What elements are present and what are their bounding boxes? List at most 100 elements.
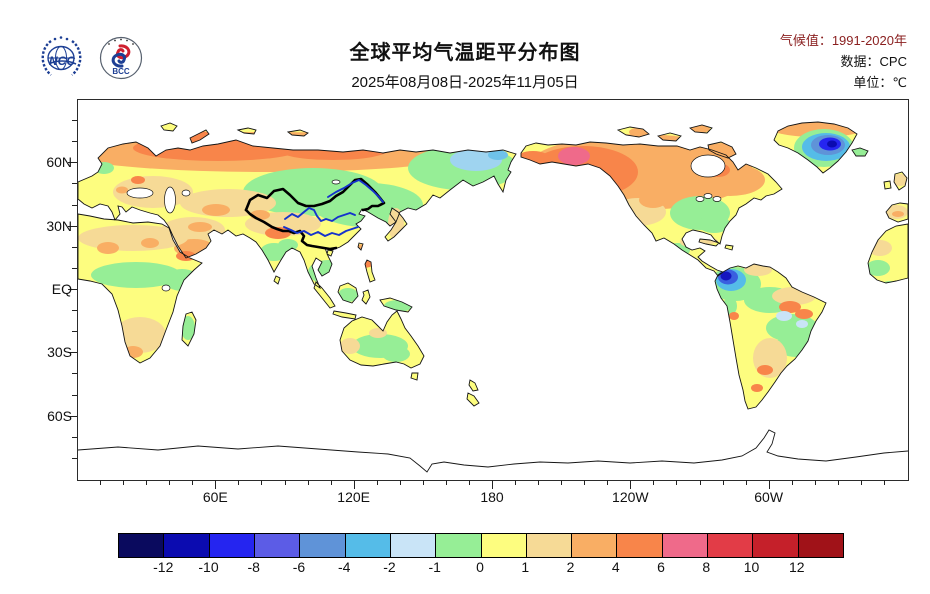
lon-tick-label: 120E bbox=[337, 489, 370, 505]
anomaly-colorbar bbox=[118, 533, 844, 558]
colorbar-level-label: -10 bbox=[198, 559, 219, 575]
axis-tick bbox=[768, 480, 770, 489]
axis-tick bbox=[72, 267, 77, 269]
axis-tick bbox=[72, 120, 77, 122]
colorbar-cell bbox=[662, 534, 709, 557]
colorbar-cell bbox=[164, 534, 210, 557]
colorbar-level-label: 1 bbox=[521, 559, 530, 575]
colorbar-cell bbox=[345, 534, 391, 557]
axis-tick bbox=[653, 480, 655, 485]
axis-tick bbox=[745, 480, 747, 485]
axis-tick bbox=[261, 480, 263, 485]
axis-tick bbox=[72, 246, 77, 248]
colorbar-level-label: -1 bbox=[428, 559, 441, 575]
colorbar-cell bbox=[572, 534, 618, 557]
colorbar-cell bbox=[617, 534, 663, 557]
axis-tick bbox=[814, 480, 816, 485]
colorbar-level-label: -12 bbox=[153, 559, 174, 575]
agency-logos: NCC BCC bbox=[36, 34, 144, 82]
colorbar-level-label: -6 bbox=[292, 559, 306, 575]
lon-tick-label: 180 bbox=[480, 489, 504, 505]
axis-tick bbox=[722, 480, 724, 485]
lon-tick-label: 60W bbox=[754, 489, 784, 505]
title-block: 全球平均气温距平分布图 2025年08月08日-2025年11月05日 bbox=[0, 36, 930, 92]
axis-tick bbox=[376, 480, 378, 485]
colorbar-cell bbox=[436, 534, 482, 557]
lon-tick-label: 120W bbox=[612, 489, 649, 505]
axis-tick bbox=[860, 480, 862, 485]
axis-tick bbox=[837, 480, 839, 485]
axis-tick bbox=[307, 480, 309, 485]
longitude-axis bbox=[77, 480, 907, 492]
axis-tick bbox=[883, 480, 885, 485]
axis-tick bbox=[538, 480, 540, 485]
antarctica-coastline bbox=[78, 429, 908, 473]
map-canvas bbox=[78, 121, 908, 473]
colorbar-cell bbox=[753, 534, 799, 557]
axis-tick bbox=[492, 480, 493, 489]
amur-river bbox=[327, 179, 384, 203]
bcc-logo-text: BCC bbox=[112, 67, 130, 76]
world-anomaly-map bbox=[77, 99, 909, 481]
axis-tick bbox=[515, 480, 517, 485]
lon-tick-label: 60E bbox=[202, 489, 228, 505]
axis-tick bbox=[584, 480, 586, 485]
axis-tick bbox=[699, 480, 701, 485]
axis-tick bbox=[68, 225, 77, 227]
axis-tick bbox=[676, 480, 678, 485]
axis-tick bbox=[68, 352, 77, 354]
colorbar-level-label: -8 bbox=[247, 559, 260, 575]
axis-tick bbox=[68, 415, 77, 417]
axis-tick bbox=[72, 310, 77, 312]
colorbar-level-label: 6 bbox=[657, 559, 665, 575]
axis-tick bbox=[791, 480, 793, 485]
colorbar-level-label: 10 bbox=[743, 559, 760, 575]
lat-tick-label: 30S bbox=[47, 344, 72, 361]
axis-tick bbox=[100, 480, 102, 485]
axis-tick bbox=[630, 480, 632, 489]
river-lines bbox=[283, 179, 384, 237]
colorbar-cell bbox=[390, 534, 437, 557]
axis-tick bbox=[284, 480, 286, 485]
axis-tick bbox=[353, 480, 355, 489]
data-source-line: 数据：CPC bbox=[840, 54, 907, 69]
axis-tick bbox=[330, 480, 332, 485]
anomaly-shading bbox=[78, 122, 908, 392]
colorbar-cell bbox=[209, 534, 255, 557]
colorbar-cell bbox=[798, 534, 843, 557]
colorbar-cell bbox=[481, 534, 527, 557]
lat-tick-label: 30N bbox=[46, 217, 72, 234]
ncc-logo-icon: NCC bbox=[41, 36, 82, 76]
axis-tick bbox=[238, 480, 240, 485]
unit-line: 单位：℃ bbox=[853, 75, 907, 90]
axis-tick bbox=[192, 480, 194, 485]
axis-tick bbox=[561, 480, 563, 485]
axis-tick bbox=[445, 480, 447, 485]
lat-tick-label: EQ bbox=[51, 281, 72, 297]
colorbar-cell bbox=[300, 534, 346, 557]
inland-seas bbox=[126, 154, 726, 292]
colorbar-cell bbox=[526, 534, 573, 557]
lat-tick-label: 60S bbox=[47, 407, 72, 424]
colorbar-level-labels: -12 -10 -8 -6 -4 -2 -1 0 1 2 4 6 8 10 12 bbox=[118, 559, 842, 577]
axis-tick bbox=[68, 289, 77, 290]
bcc-logo-icon: BCC bbox=[99, 36, 143, 80]
colorbar-cell bbox=[119, 534, 165, 557]
axis-tick bbox=[72, 436, 77, 438]
colorbar-cell bbox=[254, 534, 301, 557]
colorbar-level-label: 4 bbox=[611, 559, 620, 575]
axis-tick bbox=[72, 183, 77, 185]
axis-tick bbox=[72, 331, 77, 333]
page-subtitle: 2025年08月08日-2025年11月05日 bbox=[351, 74, 579, 91]
axis-tick bbox=[72, 141, 77, 143]
axis-tick bbox=[607, 480, 609, 485]
axis-tick bbox=[399, 480, 401, 485]
axis-tick bbox=[468, 480, 470, 485]
axis-tick bbox=[169, 480, 171, 485]
climate-normal-line: 气候值：1991-2020年 bbox=[779, 33, 907, 48]
colorbar-level-label: -4 bbox=[338, 559, 351, 575]
axis-tick bbox=[68, 162, 77, 164]
latitude-axis bbox=[66, 99, 77, 479]
colorbar-cell bbox=[708, 534, 754, 557]
